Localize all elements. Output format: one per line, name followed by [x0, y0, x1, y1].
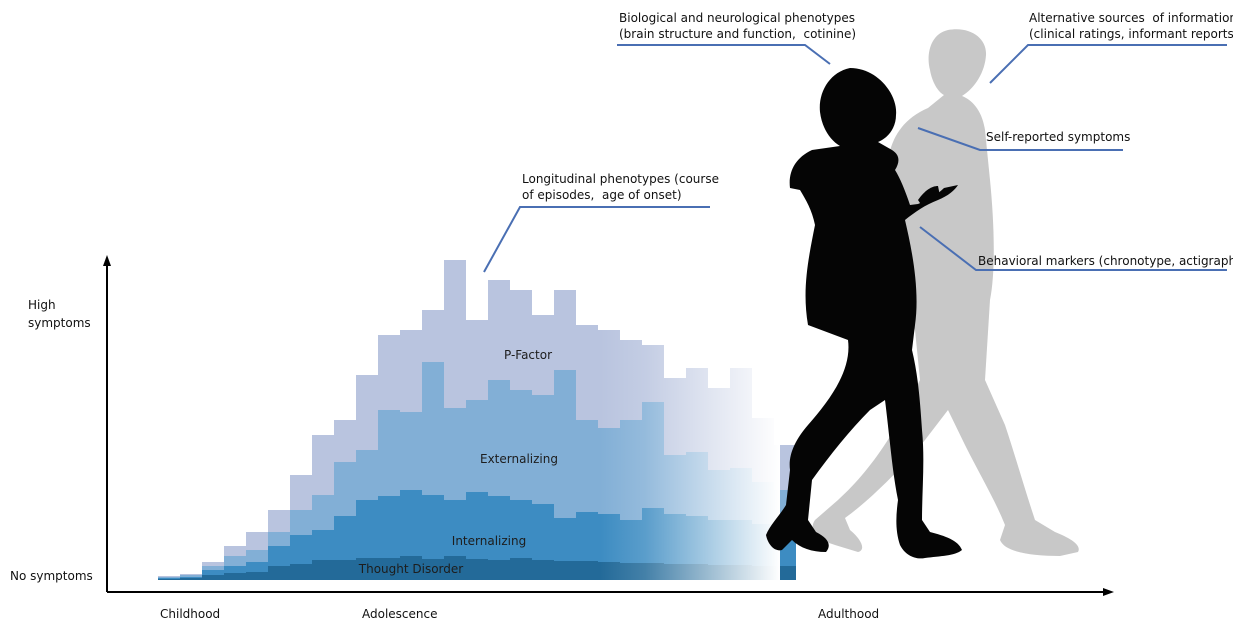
band-label-externalizing: Externalizing	[480, 452, 558, 466]
callout-line-biological	[617, 44, 831, 65]
callout-line-longitudinal	[483, 206, 710, 273]
callout-biological: Biological and neurological phenotypes (…	[619, 11, 857, 41]
y-axis-low-label: No symptoms	[10, 569, 93, 583]
callout-line-alternative	[989, 44, 1227, 84]
x-label-childhood: Childhood	[160, 607, 221, 621]
x-label-adolescence: Adolescence	[362, 607, 438, 621]
silhouette-woman-dark	[766, 68, 962, 559]
callout-lines	[483, 44, 1227, 273]
bands-fade-overlay	[600, 200, 780, 582]
callout-line-self-reported	[917, 127, 1123, 151]
band-label-internalizing: Internalizing	[452, 534, 526, 548]
y-axis-arrowhead	[103, 255, 111, 266]
silhouette-man-light	[812, 29, 1079, 557]
callout-longitudinal: Longitudinal phenotypes (course of episo…	[522, 172, 719, 202]
band-label-p-factor: P-Factor	[504, 348, 552, 362]
x-label-adulthood: Adulthood	[818, 607, 880, 621]
axes	[103, 255, 1114, 596]
band-label-thought-disorder: Thought Disorder	[358, 562, 464, 576]
callout-alternative: Alternative sources of information (clin…	[1029, 11, 1233, 41]
callout-behavioral: Behavioral markers (chronotype, actigrap…	[978, 254, 1233, 268]
callout-self-reported: Self-reported symptoms	[986, 130, 1131, 144]
x-axis-arrowhead	[1103, 588, 1114, 596]
y-axis-high-label: High symptoms	[28, 298, 91, 330]
callout-line-behavioral	[919, 226, 1227, 271]
